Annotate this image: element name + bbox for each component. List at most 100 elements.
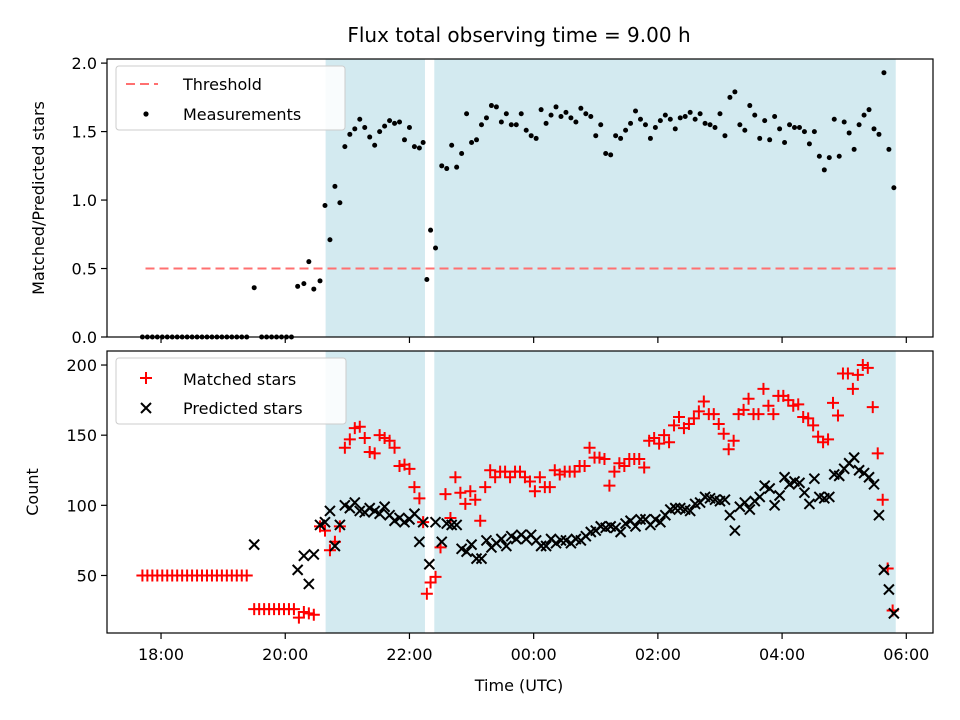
bottom-shaded-intervals bbox=[325, 351, 896, 633]
measurement-point-98 bbox=[633, 108, 639, 114]
matched-point-113 bbox=[697, 395, 710, 408]
measurement-point-31 bbox=[301, 281, 307, 287]
measurement-point-118 bbox=[732, 89, 738, 95]
measurement-point-86 bbox=[573, 119, 579, 125]
matched-point-59 bbox=[429, 570, 442, 583]
top-y-ticks: 0.0 0.5 1.0 1.5 2.0 bbox=[72, 54, 107, 347]
matched-stars-points bbox=[136, 359, 899, 624]
predicted-point-116 bbox=[868, 478, 880, 490]
predicted-point-91 bbox=[744, 503, 756, 516]
measurement-point-82 bbox=[553, 104, 559, 110]
measurement-point-140 bbox=[841, 119, 847, 125]
top-legend-box bbox=[115, 65, 346, 131]
predicted-point-49 bbox=[535, 540, 547, 552]
matched-point-46 bbox=[368, 447, 381, 460]
measurement-point-79 bbox=[538, 107, 544, 113]
measurement-point-87 bbox=[578, 105, 584, 111]
predicted-legend-key bbox=[140, 402, 152, 414]
measurement-point-41 bbox=[352, 126, 358, 132]
measurement-point-48 bbox=[387, 118, 393, 124]
measurement-point-38 bbox=[337, 200, 343, 206]
matched-point-63 bbox=[449, 471, 462, 484]
top-y-tick-label-2: 1.0 bbox=[72, 191, 97, 210]
measurement-point-55 bbox=[420, 140, 426, 146]
measurement-point-70 bbox=[493, 104, 499, 110]
measurement-point-76 bbox=[523, 127, 529, 133]
measurement-point-56 bbox=[424, 276, 430, 282]
predicted-point-0 bbox=[248, 538, 260, 551]
ratio-panel: 0.00.51.01.52.0 Matched/Predicted stars … bbox=[29, 54, 934, 347]
matched-point-118 bbox=[722, 443, 735, 456]
matched-point-144 bbox=[851, 368, 864, 381]
measurement-point-114 bbox=[712, 124, 718, 130]
measurement-point-37 bbox=[332, 183, 338, 189]
measurement-point-115 bbox=[717, 111, 723, 117]
measurement-point-78 bbox=[533, 135, 539, 141]
predicted-point-112 bbox=[848, 451, 860, 464]
predicted-point-87 bbox=[724, 509, 736, 521]
bottom-legend: Matched stars Predicted stars bbox=[115, 357, 347, 425]
matched-point-54 bbox=[408, 481, 421, 494]
bottom-y-tick-label-0: 50 bbox=[77, 566, 97, 585]
counts-panel: 50 100 150 200 18:00 20:00 22:00 00:00 02:00 04:… bbox=[23, 350, 934, 695]
matched-point-49 bbox=[383, 434, 396, 447]
matched-point-112 bbox=[692, 405, 705, 418]
measurement-point-136 bbox=[821, 167, 827, 173]
measurement-point-72 bbox=[503, 111, 509, 117]
predicted-point-42 bbox=[500, 540, 513, 552]
measurement-point-142 bbox=[851, 146, 857, 152]
measurement-point-148 bbox=[881, 70, 887, 76]
measurement-point-32 bbox=[306, 259, 312, 265]
measurement-point-22 bbox=[251, 285, 257, 291]
matched-point-44 bbox=[358, 431, 371, 444]
measurement-point-145 bbox=[866, 107, 872, 113]
predicted-point-50 bbox=[540, 540, 552, 552]
measurement-point-137 bbox=[826, 155, 832, 161]
predicted-point-2 bbox=[298, 550, 310, 562]
measurement-point-147 bbox=[876, 131, 882, 137]
measurement-point-68 bbox=[483, 115, 489, 121]
measurement-point-39 bbox=[342, 144, 348, 150]
predicted-point-6 bbox=[319, 516, 331, 528]
bottom-y-axis-label: Count bbox=[23, 468, 42, 516]
predicted-point-7 bbox=[324, 505, 336, 517]
measurement-point-143 bbox=[856, 122, 862, 128]
matched-point-111 bbox=[687, 412, 700, 425]
matched-point-142 bbox=[841, 367, 854, 380]
measurement-point-92 bbox=[603, 150, 609, 156]
bottom-y-tick-label-3: 200 bbox=[66, 356, 97, 375]
measurement-point-96 bbox=[623, 127, 629, 133]
x-tick-label-1: 20:00 bbox=[262, 645, 308, 664]
measurement-point-77 bbox=[528, 133, 534, 139]
measurement-point-47 bbox=[382, 123, 388, 129]
matched-point-67 bbox=[469, 493, 482, 506]
predicted-point-41 bbox=[495, 533, 508, 545]
bottom-shade-1 bbox=[434, 351, 896, 633]
predicted-point-96 bbox=[768, 499, 781, 512]
measurement-point-69 bbox=[488, 103, 494, 109]
predicted-point-38 bbox=[480, 534, 493, 547]
matched-point-105 bbox=[658, 429, 671, 442]
chart-title: Flux total observing time = 9.00 h bbox=[347, 23, 690, 47]
measurement-point-57 bbox=[428, 227, 434, 233]
measurement-point-150 bbox=[891, 185, 897, 191]
measurement-point-123 bbox=[757, 135, 763, 141]
measurement-points bbox=[139, 70, 897, 340]
predicted-point-88 bbox=[729, 524, 741, 537]
top-y-tick-label-4: 2.0 bbox=[72, 54, 97, 73]
predicted-point-76 bbox=[669, 502, 681, 514]
measurement-point-131 bbox=[796, 124, 802, 130]
x-axis-label: Time (UTC) bbox=[474, 676, 563, 695]
matched-point-124 bbox=[752, 408, 765, 421]
matched-point-55 bbox=[413, 492, 426, 505]
matched-point-53 bbox=[403, 462, 416, 475]
measurement-point-46 bbox=[377, 129, 383, 135]
predicted-point-1 bbox=[291, 564, 304, 576]
matched-point-61 bbox=[439, 488, 452, 501]
threshold-legend-label: Threshold bbox=[182, 75, 262, 94]
measurement-point-104 bbox=[662, 112, 668, 118]
measurements-legend-key bbox=[143, 111, 149, 117]
top-legend: Threshold Measurements bbox=[115, 65, 346, 131]
predicted-point-118 bbox=[878, 564, 890, 576]
